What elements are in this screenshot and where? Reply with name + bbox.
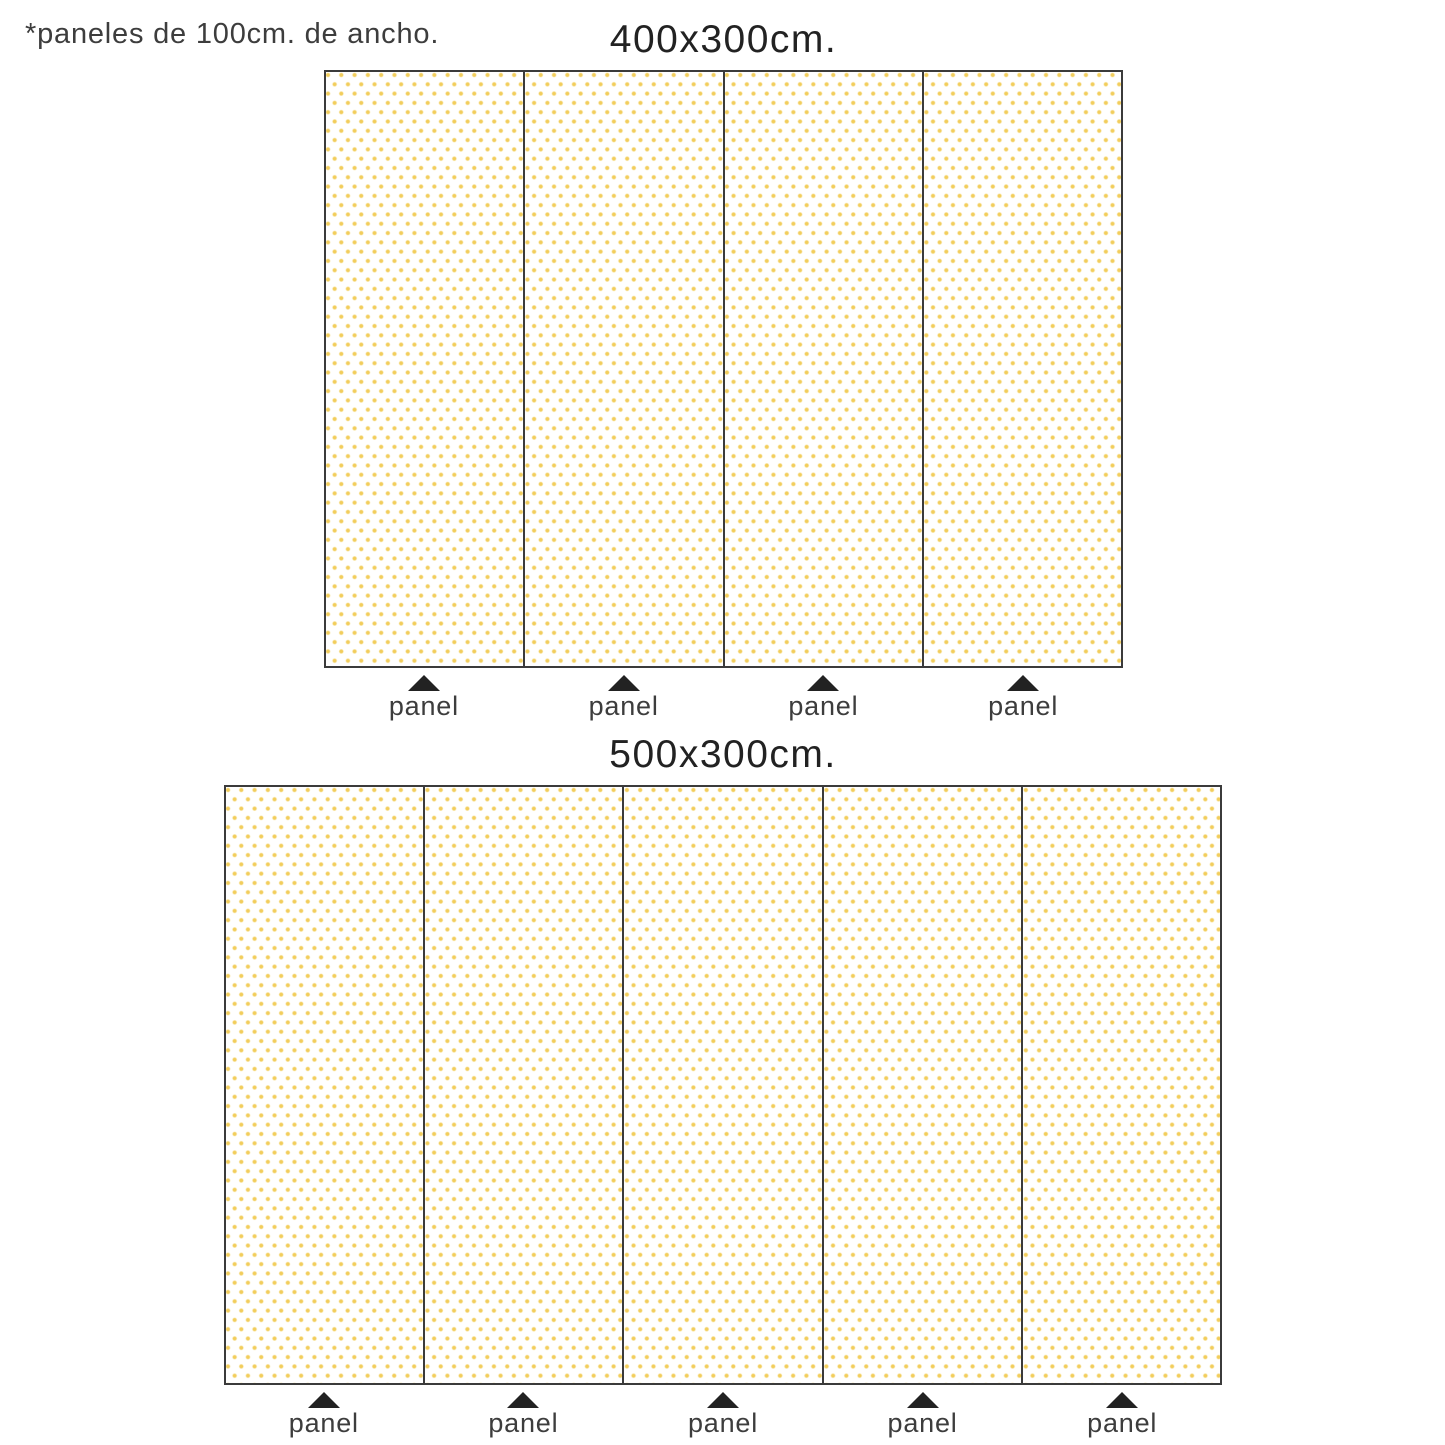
wallpaper-preview-400x300 xyxy=(324,69,1123,668)
panel-marker: panel xyxy=(1022,1391,1222,1439)
panel-marker: panel xyxy=(224,1391,424,1439)
panel-markers-row: panel panel panel panel xyxy=(324,674,1123,722)
panel-pointer-icon xyxy=(407,674,440,691)
panel-marker: panel xyxy=(424,1391,624,1439)
panel-label: panel xyxy=(588,690,659,721)
panel-pointer-icon xyxy=(706,1391,739,1408)
panel-pointer-icon xyxy=(807,674,840,691)
panel-label: panel xyxy=(288,1407,359,1438)
panel-label: panel xyxy=(388,690,459,721)
panel-column xyxy=(1023,787,1220,1383)
panel-column xyxy=(326,71,526,666)
panel-label: panel xyxy=(988,690,1059,721)
panel-label: panel xyxy=(488,1407,559,1438)
panel-marker: panel xyxy=(823,1391,1023,1439)
panel-pointer-icon xyxy=(507,1391,540,1408)
panel-column xyxy=(824,786,1023,1383)
panel-width-note: *paneles de 100cm. de ancho. xyxy=(25,18,440,50)
panel-pointer-icon xyxy=(1007,674,1040,691)
wallpaper-preview-500x300 xyxy=(224,784,1222,1385)
panel-markers-row: panel panel panel panel panel xyxy=(224,1391,1222,1439)
panel-pointer-icon xyxy=(1106,1391,1139,1408)
panel-label: panel xyxy=(1087,1407,1158,1438)
diagram-400x300: 400x300cm. panel panel panel panel xyxy=(324,16,1123,721)
panel-column xyxy=(624,786,824,1383)
panel-column xyxy=(924,72,1121,666)
panel-marker: panel xyxy=(623,1391,823,1439)
panel-column xyxy=(725,71,924,666)
panel-label: panel xyxy=(788,690,859,721)
panel-column xyxy=(226,786,426,1383)
panel-label: panel xyxy=(687,1407,759,1438)
diagram-500x300: 500x300cm. panel panel panel panel panel xyxy=(224,731,1222,1438)
panel-pointer-icon xyxy=(307,1391,340,1408)
panel-marker: panel xyxy=(923,674,1123,722)
panel-marker: panel xyxy=(324,674,524,722)
panel-marker: panel xyxy=(724,674,924,722)
diagram-title-500x300: 500x300cm. xyxy=(609,733,837,776)
panel-column xyxy=(525,71,725,666)
panel-pointer-icon xyxy=(607,674,640,691)
panel-column xyxy=(425,786,625,1383)
panel-pointer-icon xyxy=(906,1391,939,1408)
panel-marker: panel xyxy=(524,674,724,722)
diagram-title-400x300: 400x300cm. xyxy=(609,18,838,61)
panel-label: panel xyxy=(887,1407,958,1438)
